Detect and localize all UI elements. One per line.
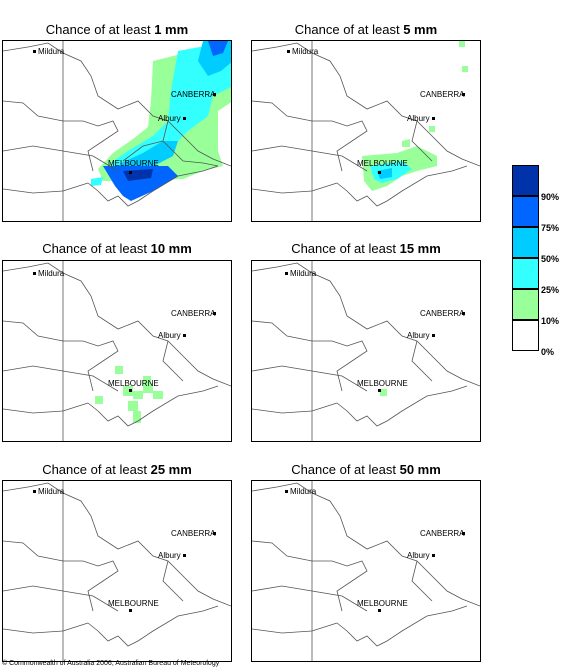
state-borders [252, 41, 480, 221]
probability-cells [95, 366, 163, 423]
state-borders [3, 481, 231, 661]
state-borders [252, 481, 480, 661]
dot-melbourne [378, 389, 381, 392]
legend-label-50: 50% [541, 254, 560, 264]
dot-melbourne [129, 609, 132, 612]
dot-canberra [462, 93, 465, 96]
dot-canberra [462, 312, 465, 315]
panel-title-15mm: Chance of at least 15 mm [291, 241, 441, 256]
label-mildura: Mildura [290, 487, 317, 496]
dot-melbourne [378, 171, 381, 174]
panel-title-1mm: Chance of at least 1 mm [45, 22, 189, 37]
legend-swatch-10 [512, 289, 539, 320]
dot-melbourne [129, 389, 132, 392]
dot-albury [432, 117, 435, 120]
label-canberra: CANBERRA [171, 90, 216, 99]
dot-canberra [213, 312, 216, 315]
dot-melbourne [129, 171, 132, 174]
map-panel-25mm: Mildura CANBERRA Albury MELBOURNE [2, 480, 232, 662]
dot-mildura [33, 50, 36, 53]
dot-albury [183, 117, 186, 120]
label-canberra: CANBERRA [420, 90, 465, 99]
legend-swatch-0 [512, 320, 539, 351]
label-mildura: Mildura [292, 47, 319, 56]
legend-label-90: 90% [541, 192, 560, 202]
label-albury: Albury [407, 331, 430, 340]
label-albury: Albury [158, 331, 181, 340]
map-panel-5mm: Mildura CANBERRA Albury MELBOURNE [251, 40, 481, 222]
dot-albury [183, 554, 186, 557]
state-borders [252, 261, 480, 441]
dot-melbourne [378, 609, 381, 612]
state-borders [3, 41, 231, 221]
label-albury: Albury [158, 114, 181, 123]
label-canberra: CANBERRA [420, 309, 465, 318]
label-mildura: Mildura [38, 269, 65, 278]
label-melbourne: MELBOURNE [357, 159, 408, 168]
map-panel-50mm: Mildura CANBERRA Albury MELBOURNE [251, 480, 481, 662]
dot-canberra [213, 532, 216, 535]
probability-cells [362, 41, 468, 191]
legend-label-75: 75% [541, 223, 560, 233]
probability-cells [380, 389, 387, 396]
label-melbourne: MELBOURNE [108, 379, 159, 388]
dot-mildura [285, 490, 288, 493]
dot-albury [432, 554, 435, 557]
dot-mildura [287, 50, 290, 53]
map-panel-1mm: Mildura CANBERRA Albury MELBOURNE [2, 40, 232, 222]
panel-title-10mm: Chance of at least 10 mm [42, 241, 192, 256]
map-panel-15mm: Mildura CANBERRA Albury MELBOURNE [251, 260, 481, 442]
label-albury: Albury [407, 551, 430, 560]
dot-mildura [33, 490, 36, 493]
legend-label-10: 10% [541, 316, 560, 326]
label-mildura: Mildura [38, 487, 65, 496]
dot-canberra [462, 532, 465, 535]
label-albury: Albury [407, 114, 430, 123]
label-melbourne: MELBOURNE [357, 599, 408, 608]
dot-canberra [213, 93, 216, 96]
map-panel-10mm: Mildura CANBERRA Albury MELBOURNE [2, 260, 232, 442]
legend-swatch-25 [512, 258, 539, 289]
dot-mildura [33, 272, 36, 275]
copyright-footer: © Commonwealth of Australia 2006, Austra… [2, 660, 220, 667]
state-borders [3, 261, 231, 441]
label-albury: Albury [158, 551, 181, 560]
label-mildura: Mildura [290, 269, 317, 278]
label-canberra: CANBERRA [171, 309, 216, 318]
legend-label-0: 0% [541, 347, 555, 357]
panel-title-50mm: Chance of at least 50 mm [291, 462, 441, 477]
legend-swatch-75 [512, 196, 539, 227]
label-canberra: CANBERRA [420, 529, 465, 538]
label-canberra: CANBERRA [171, 529, 216, 538]
label-melbourne: MELBOURNE [108, 159, 159, 168]
dot-albury [183, 334, 186, 337]
label-melbourne: MELBOURNE [357, 379, 408, 388]
panel-title-5mm: Chance of at least 5 mm [294, 22, 438, 37]
dot-mildura [285, 272, 288, 275]
legend-label-25: 25% [541, 285, 560, 295]
legend-swatch-90 [512, 165, 539, 196]
label-melbourne: MELBOURNE [108, 599, 159, 608]
panel-title-25mm: Chance of at least 25 mm [42, 462, 192, 477]
dot-albury [432, 334, 435, 337]
label-mildura: Mildura [38, 47, 65, 56]
probability-cells [91, 41, 231, 201]
legend-swatch-50 [512, 227, 539, 258]
